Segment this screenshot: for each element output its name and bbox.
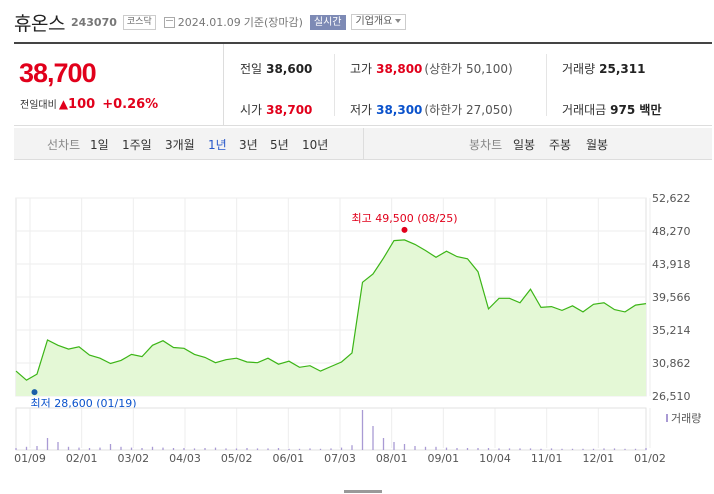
y-tick-label: 26,510 — [652, 390, 691, 403]
day-high: 고가 38,800 (상한가 50,100) — [350, 60, 513, 77]
trade-amount-value: 975 백만 — [610, 103, 662, 117]
volume-frame — [15, 407, 647, 451]
candle-chart-label: 봉차트 — [469, 138, 503, 152]
tab-1week[interactable]: 1주일 — [122, 138, 152, 152]
change-pct: +0.26% — [102, 97, 159, 112]
x-tick-label: 11/01 — [531, 452, 563, 465]
scrollbar-handle — [344, 490, 382, 493]
current-price-box: 38,700 전일대비 ▲100 +0.26% — [14, 44, 224, 126]
price-area — [16, 239, 646, 396]
tab-1day[interactable]: 1일 — [90, 138, 109, 152]
tab-3year[interactable]: 3년 — [239, 138, 258, 152]
realtime-button[interactable]: 실시간 — [309, 14, 346, 30]
tab-monthly[interactable]: 월봉 — [586, 138, 609, 152]
tab-1year[interactable]: 1년 — [208, 138, 227, 152]
x-tick-label: 10/04 — [479, 452, 511, 465]
open-price-label: 시가 — [240, 103, 263, 117]
tab-daily[interactable]: 일봉 — [513, 138, 536, 152]
open-price-value: 38,700 — [266, 103, 313, 117]
change-abs: 100 — [68, 97, 96, 112]
y-tick-label: 30,862 — [652, 357, 691, 370]
day-high-value: 38,800 — [376, 62, 423, 76]
divider — [546, 54, 547, 116]
quote-date: 2024.01.09 — [177, 15, 241, 29]
x-tick-label: 12/01 — [582, 452, 614, 465]
x-tick-label: 04/03 — [169, 452, 201, 465]
open-price: 시가 38,700 — [240, 101, 312, 118]
current-price: 38,700 — [19, 58, 97, 88]
chart-tabs: 선차트 1일 1주일 3개월 1년 3년 5년 10년 봉차트 일봉 주봉 월봉 — [14, 128, 712, 160]
x-tick-label: 01/09 — [14, 452, 46, 465]
low-annotation: 최저 28,600 (01/19) — [31, 397, 137, 410]
high-marker — [401, 226, 408, 233]
chevron-down-icon — [395, 19, 402, 23]
prev-close: 전일 38,600 — [240, 60, 312, 77]
volume: 거래량 25,311 — [562, 60, 645, 77]
y-tick-label: 39,566 — [652, 291, 691, 304]
tab-weekly[interactable]: 주봉 — [549, 138, 572, 152]
stock-header: 휴온스 243070 코스닥 2024.01.09 기준(장마감) 실시간 기업… — [14, 8, 407, 36]
price-chart: 52,622 48,270 43,918 39,566 35,214 30,862 26,5… — [14, 192, 701, 493]
calendar-icon — [163, 16, 175, 28]
y-tick-label: 35,214 — [652, 324, 691, 337]
volume-legend-swatch — [666, 414, 668, 422]
quote-panel: 38,700 전일대비 ▲100 +0.26% 전일 38,600 고가 38,800(… — [14, 42, 712, 126]
x-tick-label: 03/02 — [117, 452, 149, 465]
company-info-dropdown[interactable]: 기업개요 — [350, 14, 407, 30]
market-badge: 코스닥 — [122, 14, 156, 30]
company-info-label: 기업개요 — [355, 16, 393, 27]
day-low-value: 38,300 — [376, 103, 423, 117]
day-low-label: 저가 — [350, 103, 373, 117]
lower-limit: (하한가 27,050) — [424, 103, 513, 117]
high-annotation: 최고 49,500 (08/25) — [351, 212, 457, 225]
x-tick-label: 01/02 — [634, 452, 666, 465]
y-tick-label: 48,270 — [652, 225, 691, 238]
trade-amount-label: 거래대금 — [562, 103, 607, 117]
x-tick-label: 06/01 — [272, 452, 304, 465]
line-chart-label: 선차트 — [47, 138, 81, 152]
trade-amount: 거래대금 975 백만 — [562, 101, 661, 118]
tab-5year[interactable]: 5년 — [270, 138, 289, 152]
upper-limit: (상한가 50,100) — [424, 62, 513, 76]
volume-label: 거래량 — [562, 62, 596, 76]
prev-close-label: 전일 — [240, 62, 263, 76]
divider — [363, 128, 364, 160]
y-tick-label: 52,622 — [652, 192, 691, 205]
day-high-label: 고가 — [350, 62, 373, 76]
volume-value: 25,311 — [599, 62, 646, 76]
x-tick-label: 02/01 — [66, 452, 98, 465]
stock-name: 휴온스 — [14, 12, 65, 35]
price-line — [15, 239, 647, 381]
change-label: 전일대비 — [20, 100, 57, 111]
low-marker — [31, 389, 38, 396]
up-arrow-icon: ▲ — [58, 97, 69, 111]
day-low: 저가 38,300 (하한가 27,050) — [350, 101, 513, 118]
stock-code: 243070 — [70, 15, 117, 29]
x-tick-label: 05/02 — [221, 452, 253, 465]
y-tick-label: 43,918 — [652, 258, 691, 271]
x-tick-label: 08/01 — [376, 452, 408, 465]
prev-close-value: 38,600 — [266, 62, 313, 76]
tab-3month[interactable]: 3개월 — [165, 138, 195, 152]
quote-basis: 기준(장마감) — [243, 16, 303, 29]
volume-legend: 거래량 — [671, 412, 701, 425]
x-tick-label: 07/03 — [324, 452, 356, 465]
x-tick-label: 09/01 — [427, 452, 459, 465]
tab-10year[interactable]: 10년 — [302, 138, 329, 152]
divider — [334, 54, 335, 116]
price-change: 전일대비 ▲100 +0.26% — [20, 96, 158, 112]
